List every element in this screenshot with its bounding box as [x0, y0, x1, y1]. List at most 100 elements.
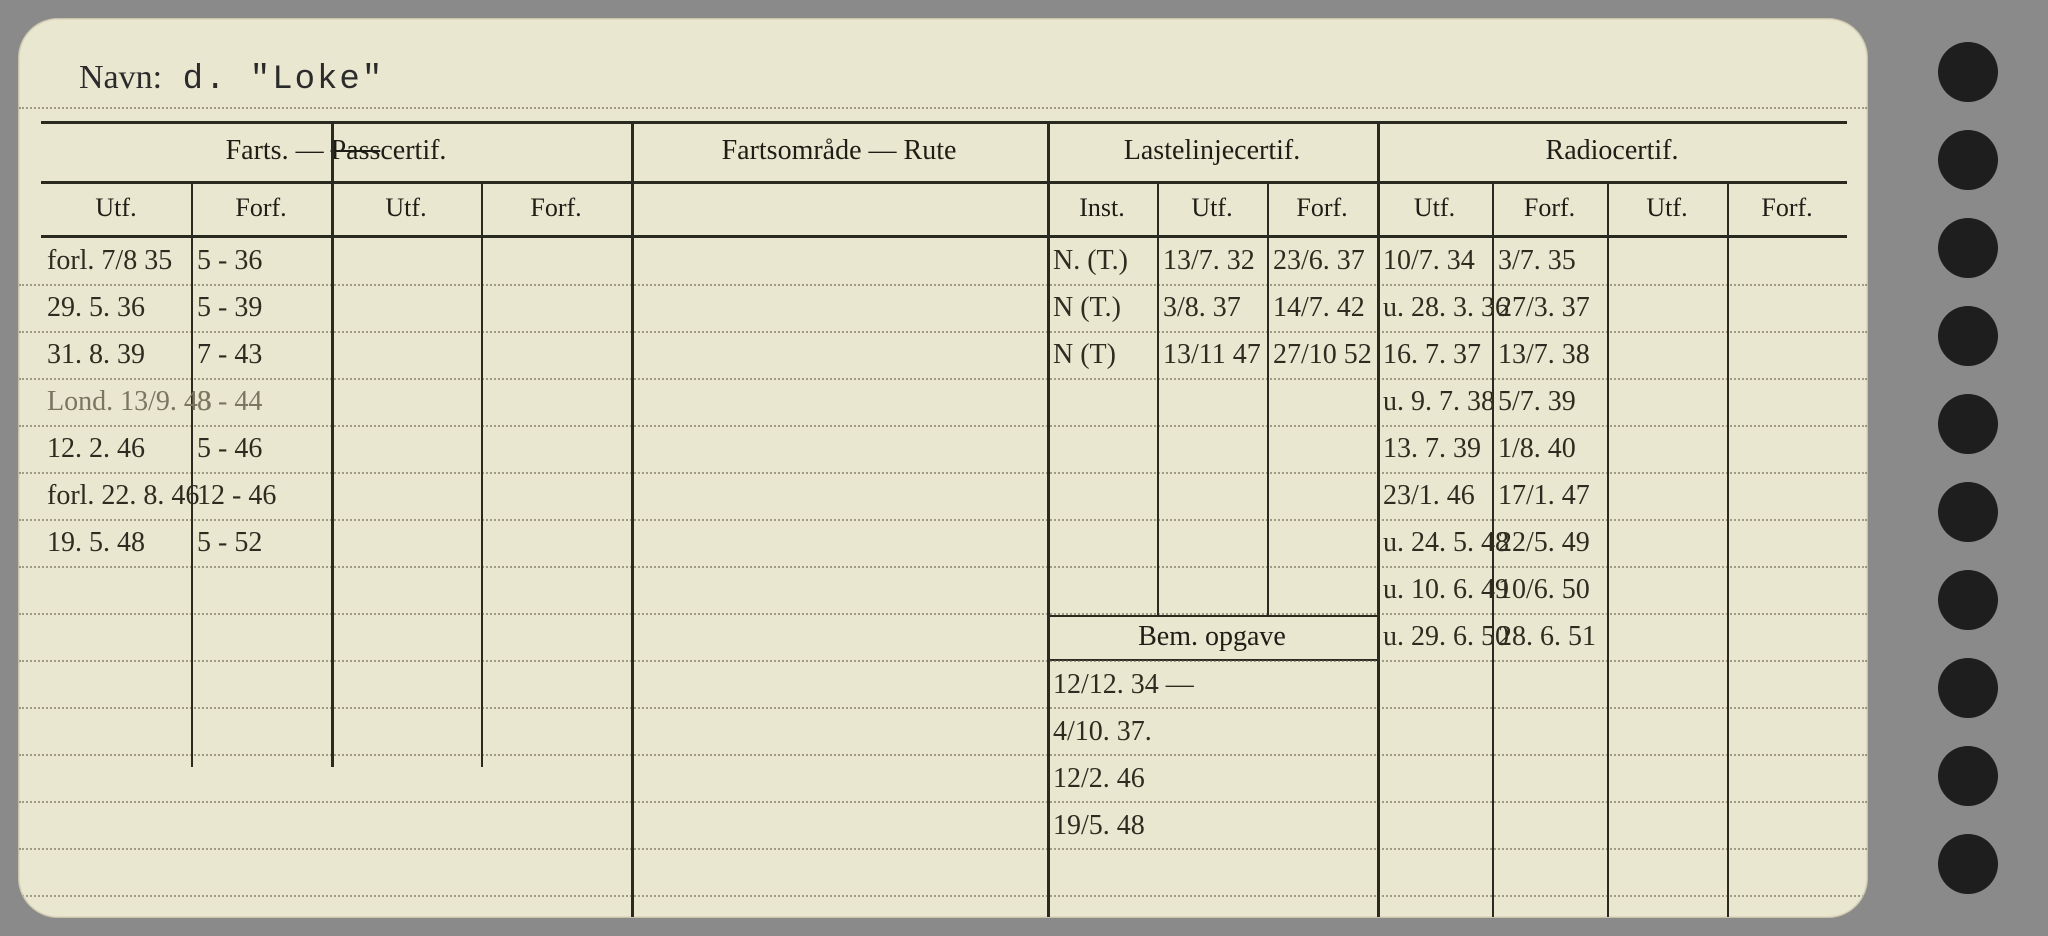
column-divider [1377, 121, 1380, 918]
farts-utf: 12. 2. 46 [47, 433, 145, 465]
column-divider [1267, 181, 1269, 615]
sub-radio-forf2: Forf. [1727, 193, 1847, 223]
ledger-row [19, 378, 1867, 380]
sub-farts-utf2: Utf. [331, 193, 481, 223]
sub-farts-forf2: Forf. [481, 193, 631, 223]
radio-utf: 13. 7. 39 [1383, 433, 1481, 465]
radio-utf: u. 29. 6. 50 [1383, 621, 1509, 653]
radio-forf: 22/5. 49 [1498, 527, 1590, 559]
farts-utf: forl. 7/8 35 [47, 245, 172, 277]
ledger-row [19, 754, 1867, 756]
binder-hole [1938, 218, 1998, 278]
binder-hole [1938, 834, 1998, 894]
sub-laste-forf: Forf. [1267, 193, 1377, 223]
radio-forf: 10/6. 50 [1498, 574, 1590, 606]
ledger-row [19, 425, 1867, 427]
column-divider [1607, 181, 1609, 918]
rule-top [41, 121, 1847, 124]
ledger-row [19, 660, 1867, 662]
bem-entry: 12/12. 34 — [1053, 669, 1194, 701]
ledger-row [19, 566, 1867, 568]
ledger-row [19, 519, 1867, 521]
sub-farts-utf1: Utf. [41, 193, 191, 223]
farts-pre: Farts. — [226, 135, 331, 166]
farts-utf: 19. 5. 48 [47, 527, 145, 559]
laste-utf: 3/8. 37 [1163, 292, 1241, 324]
column-divider [481, 181, 483, 767]
sub-farts-forf1: Forf. [191, 193, 331, 223]
radio-utf: u. 10. 6. 49 [1383, 574, 1509, 606]
sub-laste-utf: Utf. [1157, 193, 1267, 223]
navn-value: d. "Loke" [183, 61, 385, 99]
farts-strike: Pass [331, 135, 381, 166]
binder-hole [1938, 42, 1998, 102]
column-divider [631, 121, 634, 918]
binder-hole [1938, 658, 1998, 718]
laste-forf: 14/7. 42 [1273, 292, 1365, 324]
page: Navn: d. "Loke" Farts. — Passcertif. Far… [0, 0, 2048, 936]
index-card: Navn: d. "Loke" Farts. — Passcertif. Far… [18, 18, 1868, 918]
column-divider [1727, 181, 1729, 918]
sub-radio-utf2: Utf. [1607, 193, 1727, 223]
laste-utf: 13/11 47 [1163, 339, 1261, 371]
bem-entry: 19/5. 48 [1053, 810, 1145, 842]
ledger-row [19, 707, 1867, 709]
farts-utf: 31. 8. 39 [47, 339, 145, 371]
radio-forf: 1/8. 40 [1498, 433, 1576, 465]
binder-hole [1938, 130, 1998, 190]
header-laste: Lastelinjecertif. [1047, 135, 1377, 167]
header-radio: Radiocertif. [1377, 135, 1847, 167]
radio-forf: 28. 6. 51 [1498, 621, 1596, 653]
farts-forf: 12 - 46 [197, 480, 276, 512]
radio-forf: 17/1. 47 [1498, 480, 1590, 512]
ledger-row [19, 848, 1867, 850]
column-divider [191, 181, 193, 767]
header-farts: Farts. — Passcertif. [41, 135, 631, 167]
radio-forf: 27/3. 37 [1498, 292, 1590, 324]
rule-sub [41, 235, 1847, 238]
column-divider [331, 121, 334, 767]
farts-post: certif. [380, 135, 446, 166]
radio-utf: 16. 7. 37 [1383, 339, 1481, 371]
sub-radio-utf1: Utf. [1377, 193, 1492, 223]
bem-entry: 4/10. 37. [1053, 716, 1152, 748]
column-divider [1047, 121, 1050, 918]
rule-group [41, 181, 1847, 184]
laste-inst: N (T) [1053, 339, 1116, 371]
navn-label: Navn: [79, 59, 162, 96]
ledger-row [19, 613, 1867, 615]
sub-radio-forf1: Forf. [1492, 193, 1607, 223]
farts-forf: 8 - 44 [197, 386, 262, 418]
laste-inst: N. (T.) [1053, 245, 1128, 277]
farts-utf: forl. 22. 8. 46 [47, 480, 199, 512]
header-rute: Fartsområde — Rute [631, 135, 1047, 167]
farts-forf: 5 - 46 [197, 433, 262, 465]
farts-forf: 5 - 36 [197, 245, 262, 277]
farts-forf: 5 - 52 [197, 527, 262, 559]
binder-hole [1938, 482, 1998, 542]
farts-forf: 7 - 43 [197, 339, 262, 371]
laste-forf: 27/10 52 [1273, 339, 1372, 371]
binder-hole [1938, 570, 1998, 630]
radio-utf: 23/1. 46 [1383, 480, 1475, 512]
radio-forf: 3/7. 35 [1498, 245, 1576, 277]
sub-laste-inst: Inst. [1047, 193, 1157, 223]
ledger-row [19, 472, 1867, 474]
radio-utf: u. 28. 3. 36 [1383, 292, 1509, 324]
ledger-row [19, 895, 1867, 897]
radio-forf: 5/7. 39 [1498, 386, 1576, 418]
binder-hole [1938, 306, 1998, 366]
laste-inst: N (T.) [1053, 292, 1121, 324]
bem-divider-top [1047, 615, 1377, 617]
laste-forf: 23/6. 37 [1273, 245, 1365, 277]
farts-utf: 29. 5. 36 [47, 292, 145, 324]
ledger-row [19, 801, 1867, 803]
binder-hole [1938, 746, 1998, 806]
ledger-row [19, 331, 1867, 333]
radio-utf: u. 24. 5. 48 [1383, 527, 1509, 559]
farts-utf: Lond. 13/9. 43 [47, 386, 212, 418]
radio-utf: 10/7. 34 [1383, 245, 1475, 277]
farts-forf: 5 - 39 [197, 292, 262, 324]
radio-forf: 13/7. 38 [1498, 339, 1590, 371]
ledger-row [19, 107, 1867, 109]
